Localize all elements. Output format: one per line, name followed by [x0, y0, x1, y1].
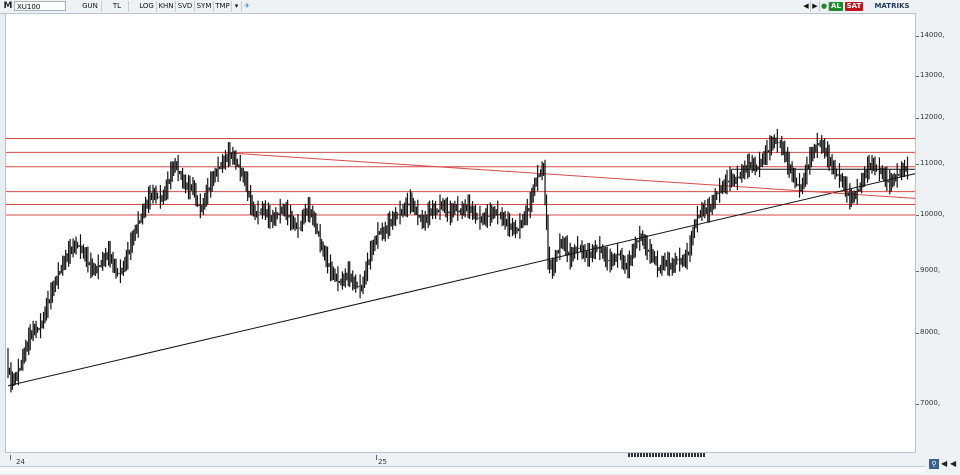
arrow-left-icon[interactable]: ◀ — [802, 1, 811, 12]
y-tick-label: 10000, — [920, 209, 945, 218]
dropdown-arrow-icon[interactable]: ▾ — [232, 1, 242, 12]
x-axis[interactable]: 24 25 ⚲ ◀ ◀ — [0, 453, 960, 475]
y-tick-label: 8000, — [920, 328, 941, 337]
tmp-button[interactable]: TMP — [214, 1, 232, 12]
x-tick-mark — [376, 455, 377, 460]
y-tick-mark — [916, 75, 919, 77]
horizontal-scrollbar[interactable] — [0, 466, 925, 473]
currency-button[interactable]: TL — [106, 1, 129, 12]
price-chart[interactable] — [6, 14, 945, 452]
trendline[interactable] — [7, 166, 945, 387]
chart-toolbar: M XU100 GUN TL LOG KHN SVD SYM TMP ▾ ✈ ◀… — [0, 0, 960, 14]
arrow-right-icon[interactable]: ▶ — [811, 1, 820, 12]
settings-icon[interactable]: ● — [820, 1, 829, 12]
y-tick-label: 7000, — [920, 399, 941, 408]
y-tick-label: 13000, — [920, 70, 945, 79]
x-tick-mark — [10, 455, 11, 460]
scroll-left-icon[interactable]: ◀ — [941, 459, 948, 468]
y-axis[interactable]: 14000, 13000, 12000, 11000, 10000, 9000, 8000,… — [916, 13, 960, 453]
symbol-input[interactable]: XU100 — [14, 1, 66, 11]
y-tick-mark — [916, 214, 919, 216]
buy-button[interactable]: AL — [829, 2, 843, 11]
trendline[interactable] — [221, 151, 945, 201]
svd-button[interactable]: SVD — [176, 1, 195, 12]
x-label-24: 24 — [16, 458, 25, 466]
x-label-25: 25 — [378, 458, 387, 466]
bird-icon[interactable]: ✈ — [244, 2, 250, 10]
sell-button[interactable]: SAT — [845, 2, 863, 11]
zoom-icon[interactable]: ⚲ — [929, 459, 939, 469]
y-tick-mark — [916, 333, 919, 335]
y-tick-mark — [916, 36, 919, 38]
y-tick-mark — [916, 118, 919, 120]
y-tick-label: 14000, — [920, 31, 945, 40]
scroll-thumb[interactable] — [628, 453, 706, 457]
y-tick-label: 11000, — [920, 159, 945, 168]
period-button[interactable]: GUN — [79, 1, 102, 12]
y-tick-label: 12000, — [920, 113, 945, 122]
app-logo: M — [3, 1, 13, 11]
log-scale-button[interactable]: LOG — [137, 1, 157, 12]
y-tick-label: 9000, — [920, 265, 941, 274]
y-tick-mark — [916, 404, 919, 406]
brand-label: MATRIKS — [874, 2, 910, 10]
khn-button[interactable]: KHN — [157, 1, 176, 12]
y-tick-mark — [916, 270, 919, 272]
chart-area[interactable] — [5, 13, 945, 453]
y-tick-mark — [916, 164, 919, 166]
sym-button[interactable]: SYM — [195, 1, 214, 12]
scroll-right-icon[interactable]: ◀ — [950, 459, 957, 468]
